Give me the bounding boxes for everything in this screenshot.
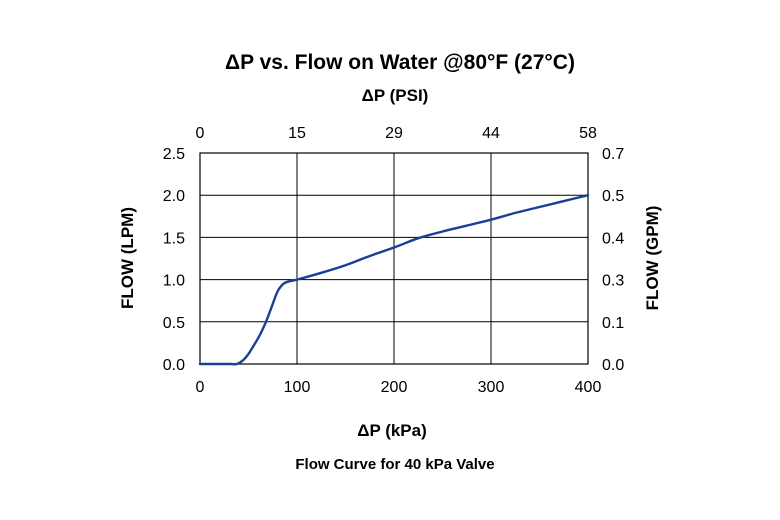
y-tick-label: 2.5 xyxy=(163,146,185,163)
y2-tick-label: 0.4 xyxy=(602,230,624,247)
y-tick-label: 1.0 xyxy=(163,273,185,290)
left-axis-title: FLOW (LPM) xyxy=(118,207,137,309)
x-tick-label: 100 xyxy=(284,379,311,396)
top-axis-title: ΔP (PSI) xyxy=(362,86,429,105)
y-tick-label: 1.5 xyxy=(163,230,185,247)
grid-lines xyxy=(200,153,588,364)
y-tick-label: 0.0 xyxy=(163,357,185,374)
y2-tick-label: 0.1 xyxy=(602,315,624,332)
x2-tick-label: 15 xyxy=(288,125,306,142)
x2-tick-label: 58 xyxy=(579,125,597,142)
x-tick-label: 400 xyxy=(575,379,602,396)
tick-labels: 0 100 200 300 400 0 15 29 44 58 0.0 0.5 1.0 1.5 2.0 2.5… xyxy=(163,125,625,396)
chart-title: ΔP vs. Flow on Water @80°F (27°C) xyxy=(225,51,575,74)
y-tick-label: 2.0 xyxy=(163,188,185,205)
x2-tick-label: 29 xyxy=(385,125,403,142)
x-tick-label: 0 xyxy=(196,379,205,396)
flow-curve-line xyxy=(198,194,590,366)
y2-tick-label: 0.7 xyxy=(602,146,624,163)
y2-tick-label: 0.5 xyxy=(602,188,624,205)
x-tick-label: 300 xyxy=(478,379,505,396)
y2-tick-label: 0.0 xyxy=(602,357,624,374)
x-tick-label: 200 xyxy=(381,379,408,396)
plot-frame xyxy=(199,152,589,365)
right-axis-title: FLOW (GPM) xyxy=(643,206,662,311)
y2-tick-label: 0.3 xyxy=(602,273,624,290)
chart-caption: Flow Curve for 40 kPa Valve xyxy=(295,456,494,473)
x2-tick-label: 0 xyxy=(196,125,205,142)
x2-tick-label: 44 xyxy=(482,125,500,142)
bottom-axis-title: ΔP (kPa) xyxy=(357,421,427,440)
y-tick-label: 0.5 xyxy=(163,315,185,332)
